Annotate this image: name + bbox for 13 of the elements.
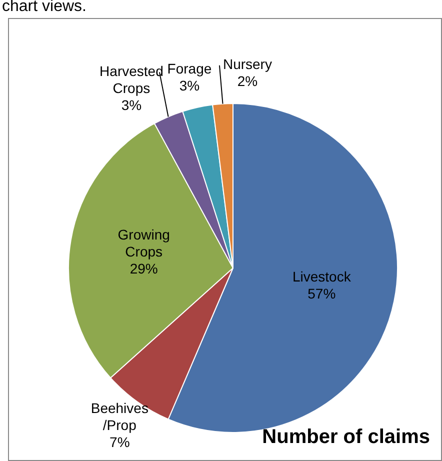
- data-label: 57%: [308, 286, 336, 302]
- text: Number of claims: [262, 426, 430, 449]
- slice-label: Beehives /Prop: [90, 400, 148, 433]
- data-label: 3%: [121, 97, 142, 114]
- slice-label: Harvested Crops: [100, 63, 164, 96]
- slice-label: Livestock: [292, 268, 352, 285]
- slice-label: Growing Crops: [118, 226, 170, 260]
- slice-label: Nursery: [222, 56, 272, 72]
- data-label: 7%: [110, 434, 130, 450]
- slice-label: Forage: [167, 60, 212, 76]
- data-label: 3%: [179, 77, 200, 94]
- data-label: 29%: [130, 260, 158, 276]
- data-label: 2%: [237, 73, 258, 90]
